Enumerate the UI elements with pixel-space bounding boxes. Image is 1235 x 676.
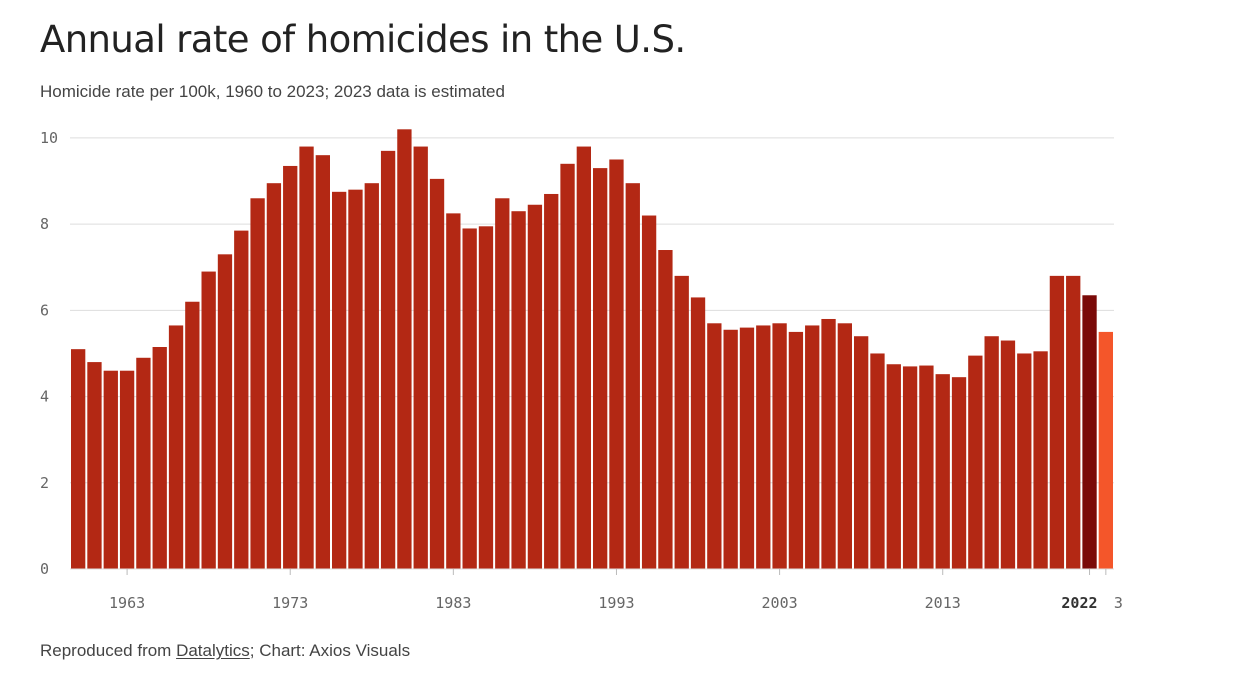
x-tick-label: 2022 [1061,594,1097,612]
bar-2020[interactable] [1049,275,1065,569]
bar-2002[interactable] [756,325,771,569]
bar-1993[interactable] [609,159,624,570]
bar-1978[interactable] [364,183,379,569]
bar-2010[interactable] [886,364,901,569]
bar-2011[interactable] [902,366,918,569]
bar-1982[interactable] [429,178,445,569]
bar-1984[interactable] [462,228,477,569]
bar-1975[interactable] [315,155,330,570]
bar-1986[interactable] [495,198,510,569]
bar-1967[interactable] [185,301,200,569]
bar-1968[interactable] [201,271,216,569]
bar-1987[interactable] [511,211,526,569]
bar-2016[interactable] [984,336,999,569]
bar-2015[interactable] [968,355,983,569]
bar-1970[interactable] [234,230,249,570]
x-tick-label: 2013 [925,594,961,612]
bar-1962[interactable] [103,370,118,569]
bar-1966[interactable] [168,325,184,569]
bar-1996[interactable] [658,250,673,569]
bar-1961[interactable] [87,362,102,569]
bar-2019[interactable] [1033,351,1048,569]
x-axis [70,568,1114,575]
x-tick-label: 1993 [598,594,634,612]
bar-2000[interactable] [723,329,738,569]
chart-title: Annual rate of homicides in the U.S. [40,18,686,61]
y-tick-label: 2 [40,474,49,492]
bar-2008[interactable] [854,336,869,569]
y-tick-label: 4 [40,388,49,406]
bar-1998[interactable] [690,297,706,569]
bar-2023[interactable] [1098,331,1113,569]
source-note: Reproduced from Datalytics; Chart: Axios… [40,641,410,661]
bar-1991[interactable] [576,146,591,570]
bar-1989[interactable] [544,193,559,569]
bar-1974[interactable] [299,146,314,570]
bar-2022[interactable] [1082,295,1097,569]
bar-2004[interactable] [788,331,804,569]
chart-subtitle: Homicide rate per 100k, 1960 to 2023; 20… [40,82,505,101]
bar-2001[interactable] [739,327,755,569]
y-tick-label: 0 [40,560,49,578]
bar-1965[interactable] [152,347,167,569]
bar-2009[interactable] [870,353,885,569]
y-tick-label: 6 [40,301,49,319]
x-tick-label: 1963 [109,594,145,612]
bar-1964[interactable] [136,357,151,569]
bar-1976[interactable] [332,191,347,569]
bar-1969[interactable] [217,254,233,569]
source-prefix: Reproduced from [40,641,177,660]
bar-2012[interactable] [919,365,934,569]
x-tick-label: 1973 [272,594,308,612]
bars [71,129,1113,570]
bar-1995[interactable] [641,215,657,569]
bar-2017[interactable] [1000,340,1016,569]
x-tick-label: 2003 [762,594,798,612]
bar-1973[interactable] [283,165,298,569]
bar-2007[interactable] [837,323,852,569]
bar-2013[interactable] [935,374,950,569]
bar-1988[interactable] [527,204,543,569]
bar-1994[interactable] [625,183,640,569]
y-tick-label: 10 [40,129,58,147]
bar-2018[interactable] [1017,353,1032,569]
bar-1960[interactable] [71,349,86,569]
bar-1992[interactable] [593,168,608,570]
bar-2003[interactable] [772,323,787,569]
bar-1983[interactable] [446,213,461,569]
bar-1980[interactable] [397,129,412,569]
bar-1999[interactable] [707,323,722,569]
bar-1971[interactable] [250,198,265,569]
x-tick-label: 3 [1114,594,1123,612]
x-tick-label: 1983 [435,594,471,612]
y-tick-label: 8 [40,215,49,233]
bar-2006[interactable] [821,318,836,569]
bar-2021[interactable] [1066,275,1081,569]
bar-2014[interactable] [951,377,967,569]
axis-labels: 0 2 4 6 8 10 1963 1973 1983 1993 2003 2013 2022 3 [40,129,1123,612]
bar-1963[interactable] [119,370,135,569]
bar-1981[interactable] [413,146,428,570]
bar-1972[interactable] [266,183,282,569]
bar-1977[interactable] [348,189,363,569]
bar-1997[interactable] [674,275,689,569]
datalytics-link[interactable]: Datalytics [176,641,250,660]
source-suffix: ; Chart: Axios Visuals [249,641,411,660]
bar-1990[interactable] [560,163,575,570]
bar-1979[interactable] [380,150,396,570]
bar-1985[interactable] [478,226,494,570]
bar-2005[interactable] [805,325,820,569]
